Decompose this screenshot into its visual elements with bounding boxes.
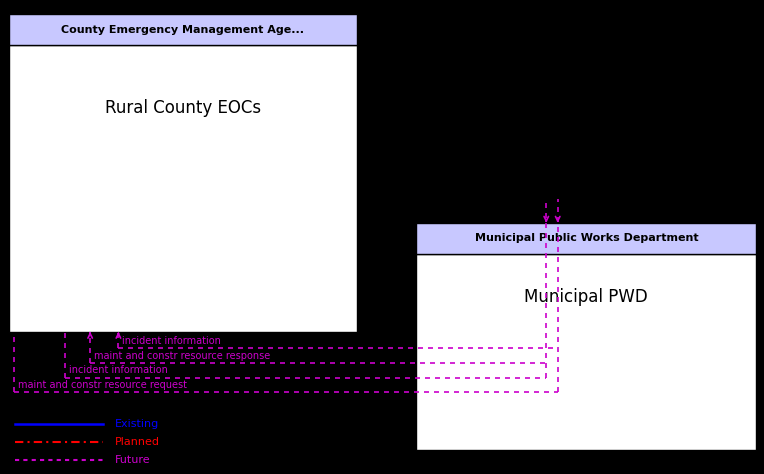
Text: Municipal Public Works Department: Municipal Public Works Department xyxy=(474,233,698,243)
Text: Existing: Existing xyxy=(115,419,159,429)
Text: incident information: incident information xyxy=(122,336,221,346)
Text: Future: Future xyxy=(115,455,151,465)
Text: County Emergency Management Age...: County Emergency Management Age... xyxy=(61,25,305,35)
Bar xyxy=(416,223,756,254)
Text: maint and constr resource response: maint and constr resource response xyxy=(94,351,270,361)
Bar xyxy=(416,254,756,450)
Text: Planned: Planned xyxy=(115,437,160,447)
Bar xyxy=(9,14,357,45)
Bar xyxy=(9,45,357,332)
Text: incident information: incident information xyxy=(69,365,167,375)
Text: maint and constr resource request: maint and constr resource request xyxy=(18,380,186,390)
Text: Municipal PWD: Municipal PWD xyxy=(525,288,648,306)
Text: Rural County EOCs: Rural County EOCs xyxy=(105,99,261,117)
